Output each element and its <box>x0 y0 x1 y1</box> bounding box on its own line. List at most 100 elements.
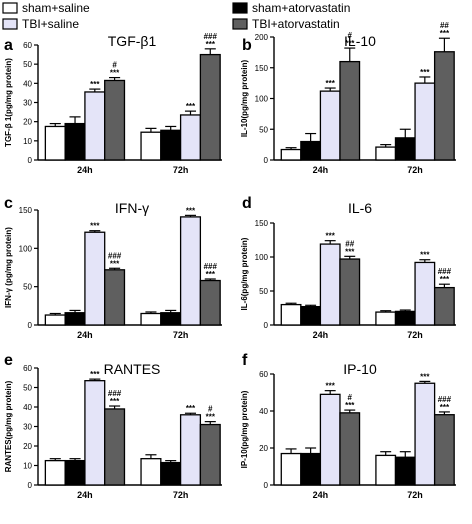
legend-label: sham+saline <box>22 1 90 15</box>
bar <box>199 279 221 326</box>
bar <box>160 312 182 326</box>
panel-title: IFN-γ <box>115 200 149 216</box>
legend-swatch <box>2 2 18 14</box>
y-tick-label: 50 <box>23 384 32 393</box>
x-tick-label: 24h <box>77 490 93 500</box>
legend-swatch <box>232 18 248 30</box>
bar <box>394 137 416 161</box>
y-tick-label: 30 <box>23 99 32 108</box>
significance-mark: *** <box>440 29 450 38</box>
legend-label: TBI+atorvastatin <box>252 17 340 31</box>
y-tick-label: 0 <box>264 321 269 330</box>
bar <box>140 131 162 161</box>
y-tick-label: 100 <box>255 95 269 104</box>
bar <box>319 90 341 161</box>
x-tick-label: 24h <box>77 330 93 340</box>
legend-label: sham+atorvastatin <box>252 1 350 15</box>
bar <box>300 305 322 326</box>
y-tick-label: 50 <box>23 283 32 292</box>
y-tick-label: 0 <box>264 156 269 165</box>
y-tick-label: 20 <box>259 444 268 453</box>
x-tick-label: 72h <box>173 330 189 340</box>
significance-mark: ### <box>108 251 122 260</box>
bar <box>140 312 162 326</box>
bar <box>300 452 322 486</box>
y-axis-label: IP-10(pg/mg protein) <box>240 390 249 468</box>
bar <box>375 146 397 161</box>
bar <box>44 125 66 161</box>
chart-panels: a TGF-β1 TGF-β 1(pg/mg protein) 0 10 20 30 40 50… <box>4 21 456 500</box>
bar <box>394 310 416 326</box>
bar <box>375 454 397 486</box>
y-tick-label: 150 <box>255 64 269 73</box>
significance-mark: *** <box>206 270 216 279</box>
y-tick-label: 50 <box>259 287 268 296</box>
y-tick-label: 20 <box>23 442 32 451</box>
panel-letter: f <box>242 352 248 369</box>
y-tick-label: 60 <box>23 41 32 50</box>
bar <box>104 79 126 161</box>
y-tick-label: 100 <box>19 244 33 253</box>
panel-title: IP-10 <box>343 361 377 377</box>
y-tick-label: 10 <box>23 137 32 146</box>
y-tick-label: 60 <box>23 364 32 373</box>
x-tick-label: 72h <box>173 490 189 500</box>
y-tick-label: 40 <box>23 79 32 88</box>
panel-title: IL-6 <box>348 200 372 216</box>
significance-mark: # <box>208 405 213 414</box>
bar <box>280 148 302 161</box>
panel-title: TGF-β1 <box>108 33 157 49</box>
legend-swatch <box>232 2 248 14</box>
y-tick-label: 60 <box>259 370 268 379</box>
significance-mark: ### <box>204 32 218 41</box>
bar <box>433 286 455 326</box>
x-tick-label: 72h <box>173 165 189 175</box>
significance-mark: *** <box>90 370 100 379</box>
bar <box>199 423 221 486</box>
x-tick-label: 24h <box>313 165 329 175</box>
significance-mark: *** <box>440 275 450 284</box>
bar <box>179 114 202 161</box>
legend-label: TBI+saline <box>22 17 79 31</box>
bar <box>44 314 66 326</box>
y-tick-label: 20 <box>23 118 32 127</box>
x-tick-label: 24h <box>313 490 329 500</box>
bar <box>300 140 322 161</box>
panel-title: RANTES <box>104 361 161 377</box>
bar <box>375 311 397 326</box>
bar <box>433 414 455 486</box>
significance-mark: *** <box>440 403 450 412</box>
bar <box>339 60 361 161</box>
bar <box>339 258 361 326</box>
y-tick-label: 150 <box>255 219 269 228</box>
y-tick-label: 0 <box>28 481 33 490</box>
significance-mark: *** <box>326 382 336 391</box>
bar <box>179 216 202 326</box>
significance-mark: *** <box>206 40 216 49</box>
y-tick-label: 0 <box>28 321 33 330</box>
significance-mark: *** <box>326 232 336 241</box>
significance-mark: # <box>112 61 117 70</box>
bar <box>44 459 66 486</box>
y-tick-label: 0 <box>264 481 269 490</box>
y-tick-label: 50 <box>23 60 32 69</box>
significance-mark: ### <box>204 262 218 271</box>
significance-mark: ### <box>108 389 122 398</box>
significance-mark: ## <box>345 239 354 248</box>
panel-title: IL-10 <box>344 33 376 49</box>
x-tick-label: 24h <box>313 330 329 340</box>
bar <box>84 91 106 161</box>
significance-mark: *** <box>186 206 196 215</box>
bar <box>394 456 416 486</box>
bar <box>179 414 202 486</box>
bar <box>339 412 361 486</box>
bar <box>199 53 221 161</box>
significance-mark: *** <box>326 79 336 88</box>
significance-mark: *** <box>345 401 355 410</box>
y-axis-label: RANTES(pg/mg protein) <box>4 380 13 472</box>
x-tick-label: 72h <box>407 330 423 340</box>
significance-mark: *** <box>345 39 355 48</box>
bar <box>64 459 86 486</box>
bar <box>84 231 106 326</box>
